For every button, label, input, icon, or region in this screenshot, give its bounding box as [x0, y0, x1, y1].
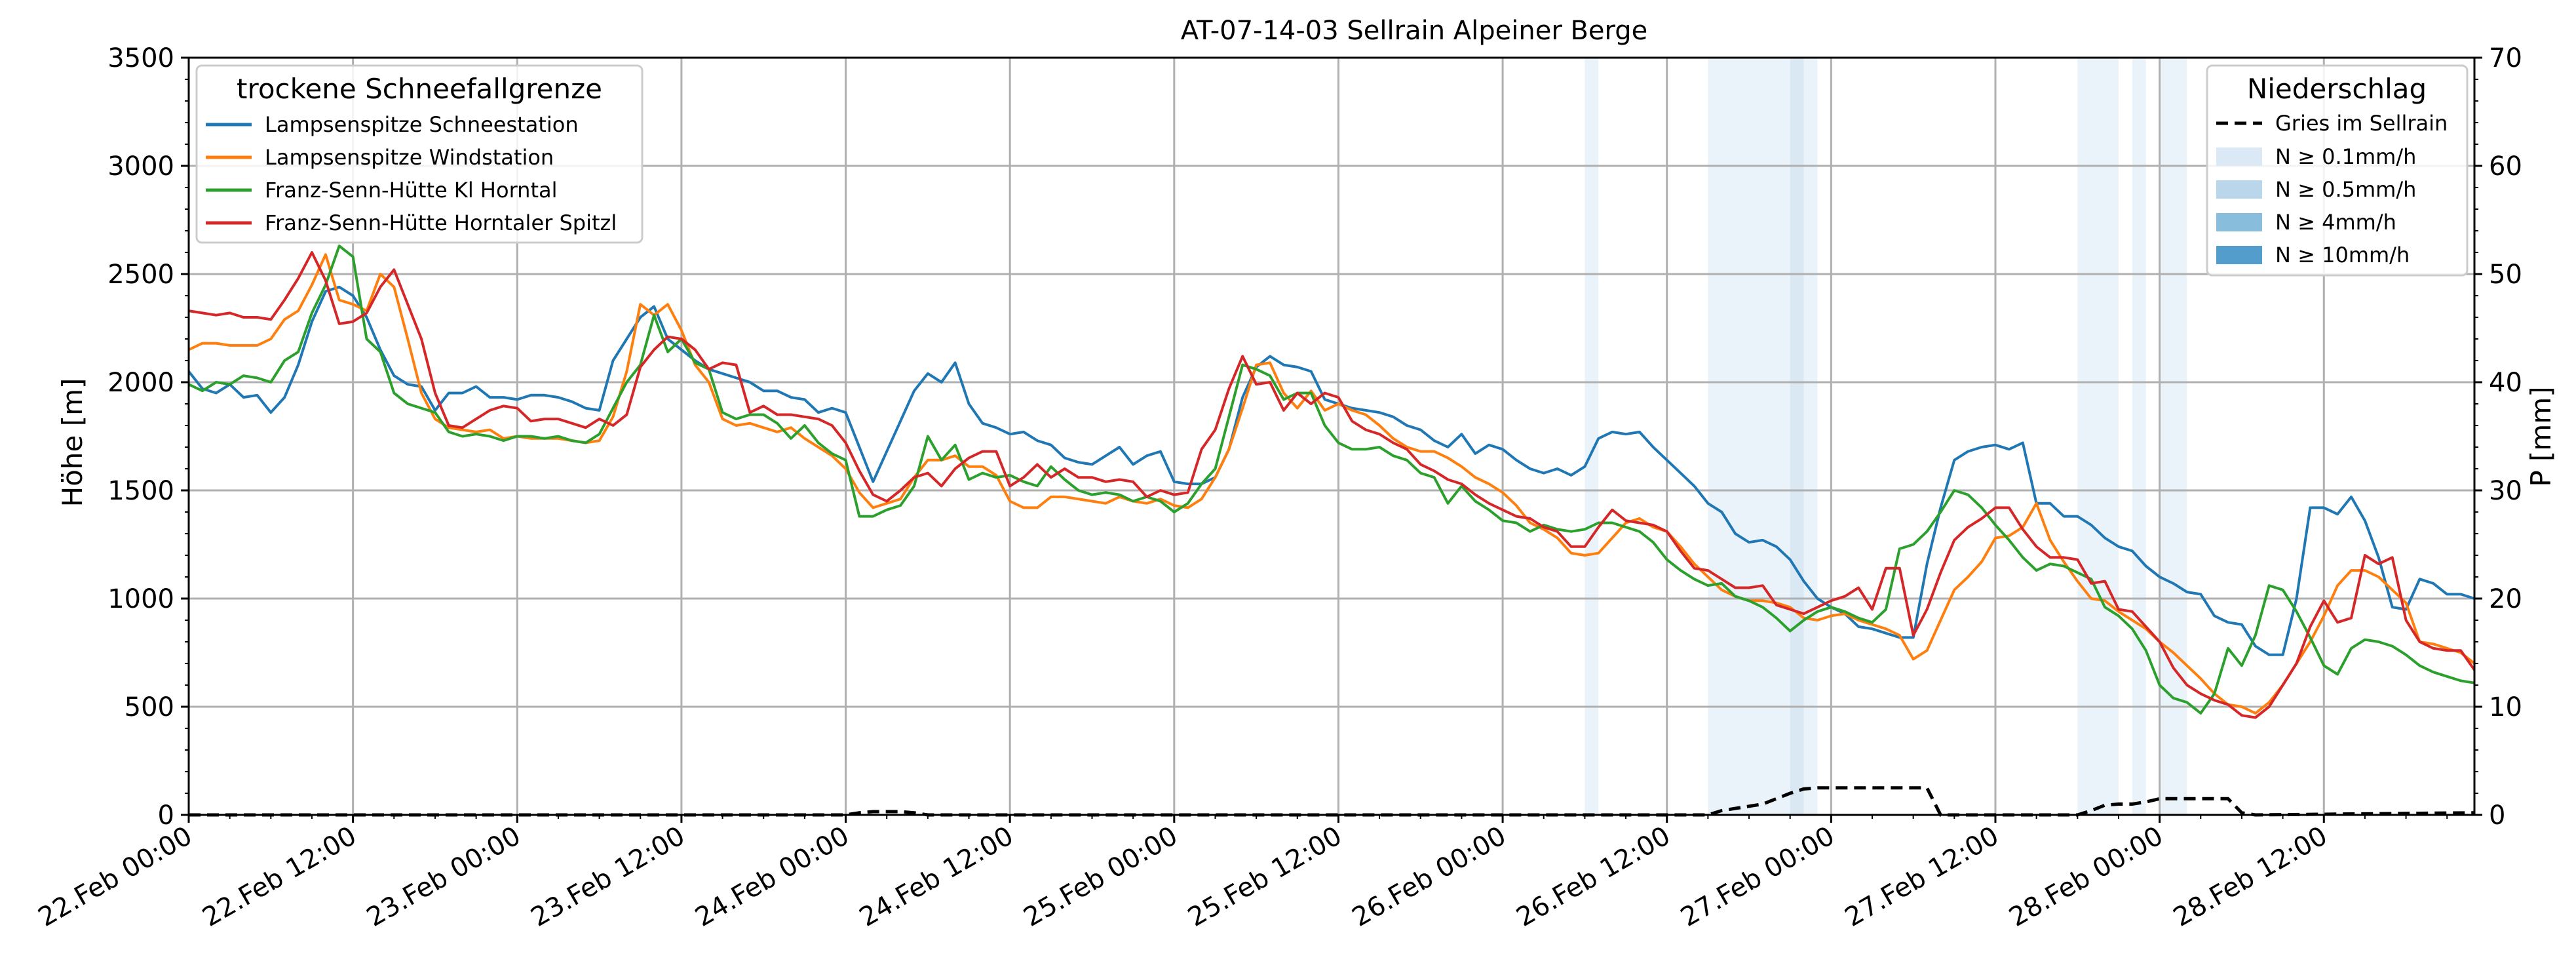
precip-band-2: [1790, 58, 1804, 815]
legend-band-swatch-2: [2216, 213, 2262, 231]
legend-band-label-2: N ≥ 4mm/h: [2275, 210, 2396, 235]
legend-left-title: trockene Schneefallgrenze: [237, 73, 602, 105]
y-tick-label-4: 2000: [107, 368, 174, 398]
y-tick-label-0: 0: [158, 800, 174, 831]
legend-band-swatch-3: [2216, 246, 2262, 264]
legend-precip-label: Gries im Sellrain: [2275, 111, 2448, 136]
precipitation-bands: [1585, 58, 2187, 815]
legend-right: Niederschlag Gries im Sellrain N ≥ 0.1mm…: [2206, 64, 2469, 277]
precip-band-0: [1585, 58, 1599, 815]
plot-frame: [187, 56, 2476, 816]
precip-band-3: [1803, 58, 1818, 815]
legend-band-label-3: N ≥ 10mm/h: [2275, 243, 2410, 267]
y2-tick-label-4: 40: [2489, 368, 2522, 398]
y-tick-label-3: 1500: [107, 476, 174, 506]
y2-tick-label-7: 70: [2489, 43, 2522, 73]
series-lines: [187, 245, 2476, 719]
y-tick-label-6: 3000: [107, 151, 174, 182]
legend-left-frame: [195, 64, 644, 244]
chart-title: AT-07-14-03 Sellrain Alpeiner Berge: [1181, 16, 1648, 46]
legend-band-label-1: N ≥ 0.5mm/h: [2275, 177, 2416, 202]
legend-band-swatch-1: [2216, 180, 2262, 199]
y-axis-label: Höhe [m]: [56, 378, 88, 507]
legend-left-label-3: Franz-Senn-Hütte Horntaler Spitzl: [265, 210, 617, 235]
y-tick-label-5: 2500: [107, 260, 174, 290]
y-tick-label-7: 3500: [107, 43, 174, 73]
y2-tick-label-1: 10: [2489, 692, 2522, 722]
y2-tick-label-2: 20: [2489, 584, 2522, 614]
legend-left: trockene Schneefallgrenze Lampsenspitze …: [195, 64, 644, 244]
y2-tick-label-6: 60: [2489, 151, 2522, 182]
y-tick-label-2: 1000: [107, 584, 174, 614]
series-line-3: [188, 251, 2476, 719]
legend-left-label-1: Lampsenspitze Windstation: [265, 145, 554, 170]
series-line-0: [187, 285, 2475, 656]
legend-left-label-0: Lampsenspitze Schneestation: [265, 112, 579, 137]
precip-line: [189, 786, 2475, 817]
y2-tick-label-3: 30: [2489, 476, 2522, 506]
legend-right-title: Niederschlag: [2247, 73, 2427, 105]
precip-band-5: [2132, 58, 2146, 815]
legend-band-label-0: N ≥ 0.1mm/h: [2275, 144, 2416, 169]
legend-right-frame: [2206, 64, 2469, 277]
y2-axis-label: P [mm]: [2525, 386, 2557, 486]
legend-band-swatch-0: [2216, 148, 2262, 166]
precip-band-1: [1708, 58, 1790, 815]
y-tick-label-1: 500: [125, 692, 174, 722]
y2-tick-label-5: 50: [2489, 260, 2522, 290]
legend-left-label-2: Franz-Senn-Hütte Kl Horntal: [265, 178, 557, 203]
precip-band-4: [2077, 58, 2119, 815]
precipitation-line: [189, 786, 2475, 817]
y2-tick-label-0: 0: [2489, 800, 2505, 831]
